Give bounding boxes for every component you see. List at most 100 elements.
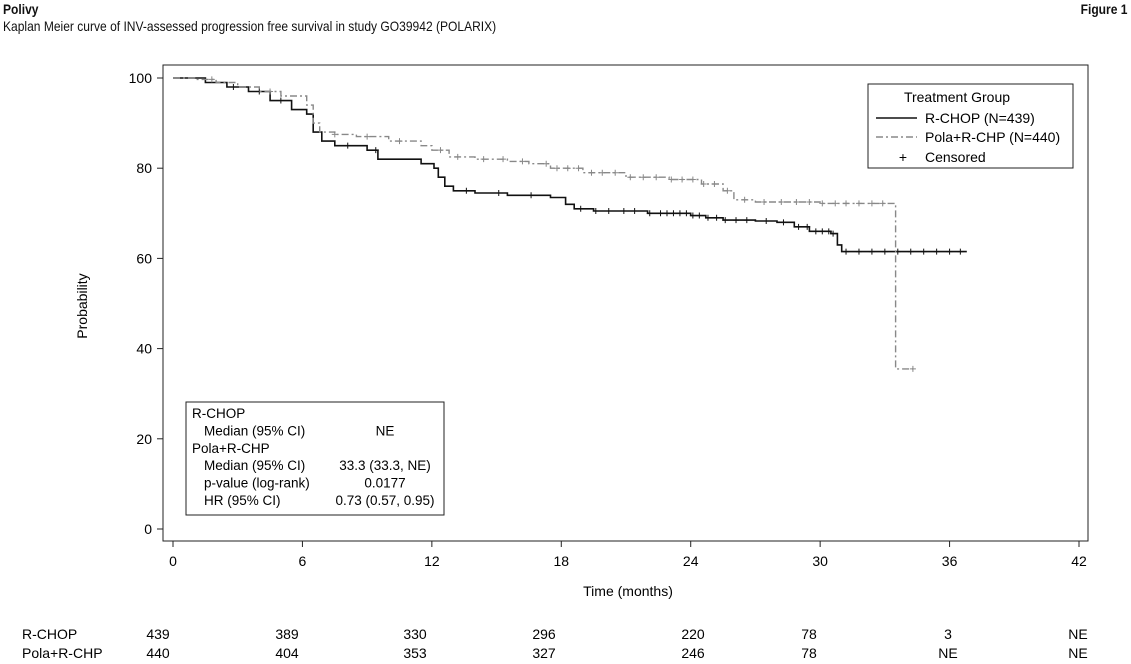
censor-mark-rchop (804, 223, 811, 230)
censor-mark-rchop (230, 84, 237, 91)
at-risk-value: 327 (532, 645, 556, 661)
censor-mark-rchop (605, 208, 612, 215)
x-tick-label: 0 (169, 553, 177, 569)
censor-mark-rchop (733, 217, 740, 224)
censor-mark-pola (793, 199, 800, 206)
censor-mark-rchop (812, 228, 819, 235)
at-risk-table: R-CHOP 439 389 330 296 220 78 3 NE Pola+R-CHP 440 4… (22, 626, 1088, 661)
stats-row-label: p-value (log-rank) (204, 476, 310, 491)
y-axis-label: Probability (74, 273, 90, 338)
censor-mark-rchop (819, 228, 826, 235)
censor-mark-pola (454, 153, 461, 160)
stats-box: R-CHOP Median (95% CI) NE Pola+R-CHP Median … (185, 401, 445, 516)
censor-mark-pola (806, 199, 813, 206)
censor-mark-pola (868, 200, 875, 207)
censor-mark-rchop (722, 217, 729, 224)
stats-row-label: Median (95% CI) (204, 423, 305, 438)
x-tick-label: 30 (812, 553, 828, 569)
censor-mark-pola (267, 88, 274, 95)
censor-mark-rchop (631, 208, 638, 215)
censor-mark-rchop (463, 187, 470, 194)
stats-row-value: 33.3 (33.3, NE) (339, 458, 431, 473)
censor-mark-pola (500, 156, 507, 163)
y-axis: 0 20 40 60 80 100 (129, 70, 163, 537)
legend-label-rchop: R-CHOP (N=439) (925, 110, 1035, 126)
at-risk-value: NE (938, 645, 957, 661)
x-tick-label: 42 (1071, 553, 1087, 569)
censor-mark-pola (588, 169, 595, 176)
censor-mark-pola (396, 138, 403, 145)
y-tick-label: 80 (136, 160, 152, 176)
brand-name: Polivy (3, 1, 39, 17)
censor-mark-pola (543, 160, 550, 167)
at-risk-label: Pola+R-CHP (22, 645, 103, 661)
legend: Treatment Group R-CHOP (N=439) Pola+R-CH… (867, 83, 1074, 169)
censor-mark-rchop (657, 210, 664, 217)
km-curves (173, 76, 967, 372)
stats-rows: R-CHOP Median (95% CI) NE Pola+R-CHP Median … (192, 406, 435, 508)
y-tick-label: 0 (144, 521, 152, 537)
stats-row-label: Pola+R-CHP (192, 441, 270, 456)
censor-mark-pola (668, 176, 675, 183)
censor-mark-pola (364, 133, 371, 140)
censor-mark-pola (679, 176, 686, 183)
censor-mark-rchop (344, 142, 351, 149)
censor-mark-rchop (920, 248, 927, 255)
censor-mark-pola (778, 199, 785, 206)
x-axis: 0 6 12 18 24 30 36 42 (169, 541, 1087, 569)
x-tick-label: 6 (299, 553, 307, 569)
censor-mark-pola (627, 174, 634, 181)
censor-mark-rchop (825, 228, 832, 235)
censor-mark-pola (832, 200, 839, 207)
stats-row-label: R-CHOP (192, 406, 245, 421)
stats-row-value: NE (376, 423, 395, 438)
censor-mark-pola (689, 176, 696, 183)
censor-mark-pola (480, 156, 487, 163)
at-risk-value: 78 (801, 626, 817, 642)
censor-mark-rchop (696, 212, 703, 219)
censor-mark-rchop (676, 210, 683, 217)
censor-mark-pola (711, 180, 718, 187)
censor-mark-pola (640, 174, 647, 181)
censor-mark-pola (761, 199, 768, 206)
censor-mark-pola (855, 200, 862, 207)
legend-censored-symbol: + (899, 149, 907, 165)
censor-mark-rchop (946, 248, 953, 255)
censor-mark-pola (843, 200, 850, 207)
censor-mark-rchop (620, 208, 627, 215)
censor-mark-pola (208, 76, 215, 83)
censor-mark-pola (599, 169, 606, 176)
legend-censored-label: Censored (925, 149, 986, 165)
at-risk-value: 330 (403, 626, 427, 642)
censor-mark-pola (331, 131, 338, 138)
x-tick-label: 12 (424, 553, 440, 569)
at-risk-value: 246 (681, 645, 705, 661)
km-line-pola (173, 77, 913, 370)
at-risk-value: 220 (681, 626, 705, 642)
censor-mark-rchop (372, 147, 379, 154)
at-risk-value: 353 (403, 645, 427, 661)
header-left: Polivy Kaplan Meier curve of INV-assesse… (3, 1, 576, 35)
censor-mark-pola (575, 165, 582, 172)
censor-mark-pola (612, 169, 619, 176)
censor-mark-pola (724, 187, 731, 194)
stats-box-frame (185, 401, 445, 516)
censor-mark-rchop (795, 223, 802, 230)
censor-mark-rchop (277, 97, 284, 104)
at-risk-value: 3 (944, 626, 952, 642)
stats-row-label: Median (95% CI) (204, 458, 305, 473)
x-axis-label: Time (months) (583, 583, 673, 599)
plot-frame (162, 64, 1089, 542)
figure-label: Figure 1 (1080, 1, 1127, 17)
legend-title: Treatment Group (904, 89, 1010, 105)
at-risk-value: NE (1068, 645, 1087, 661)
figure-subtitle: Kaplan Meier curve of INV-assessed progr… (3, 18, 497, 34)
censor-mark-rchop (577, 205, 584, 212)
censor-mark-pola (564, 165, 571, 172)
censor-mark-rchop (670, 210, 677, 217)
y-tick-label: 60 (136, 250, 152, 266)
censor-mark-rchop (495, 190, 502, 197)
km-line-rchop (173, 77, 967, 253)
y-tick-label: 100 (129, 70, 153, 86)
